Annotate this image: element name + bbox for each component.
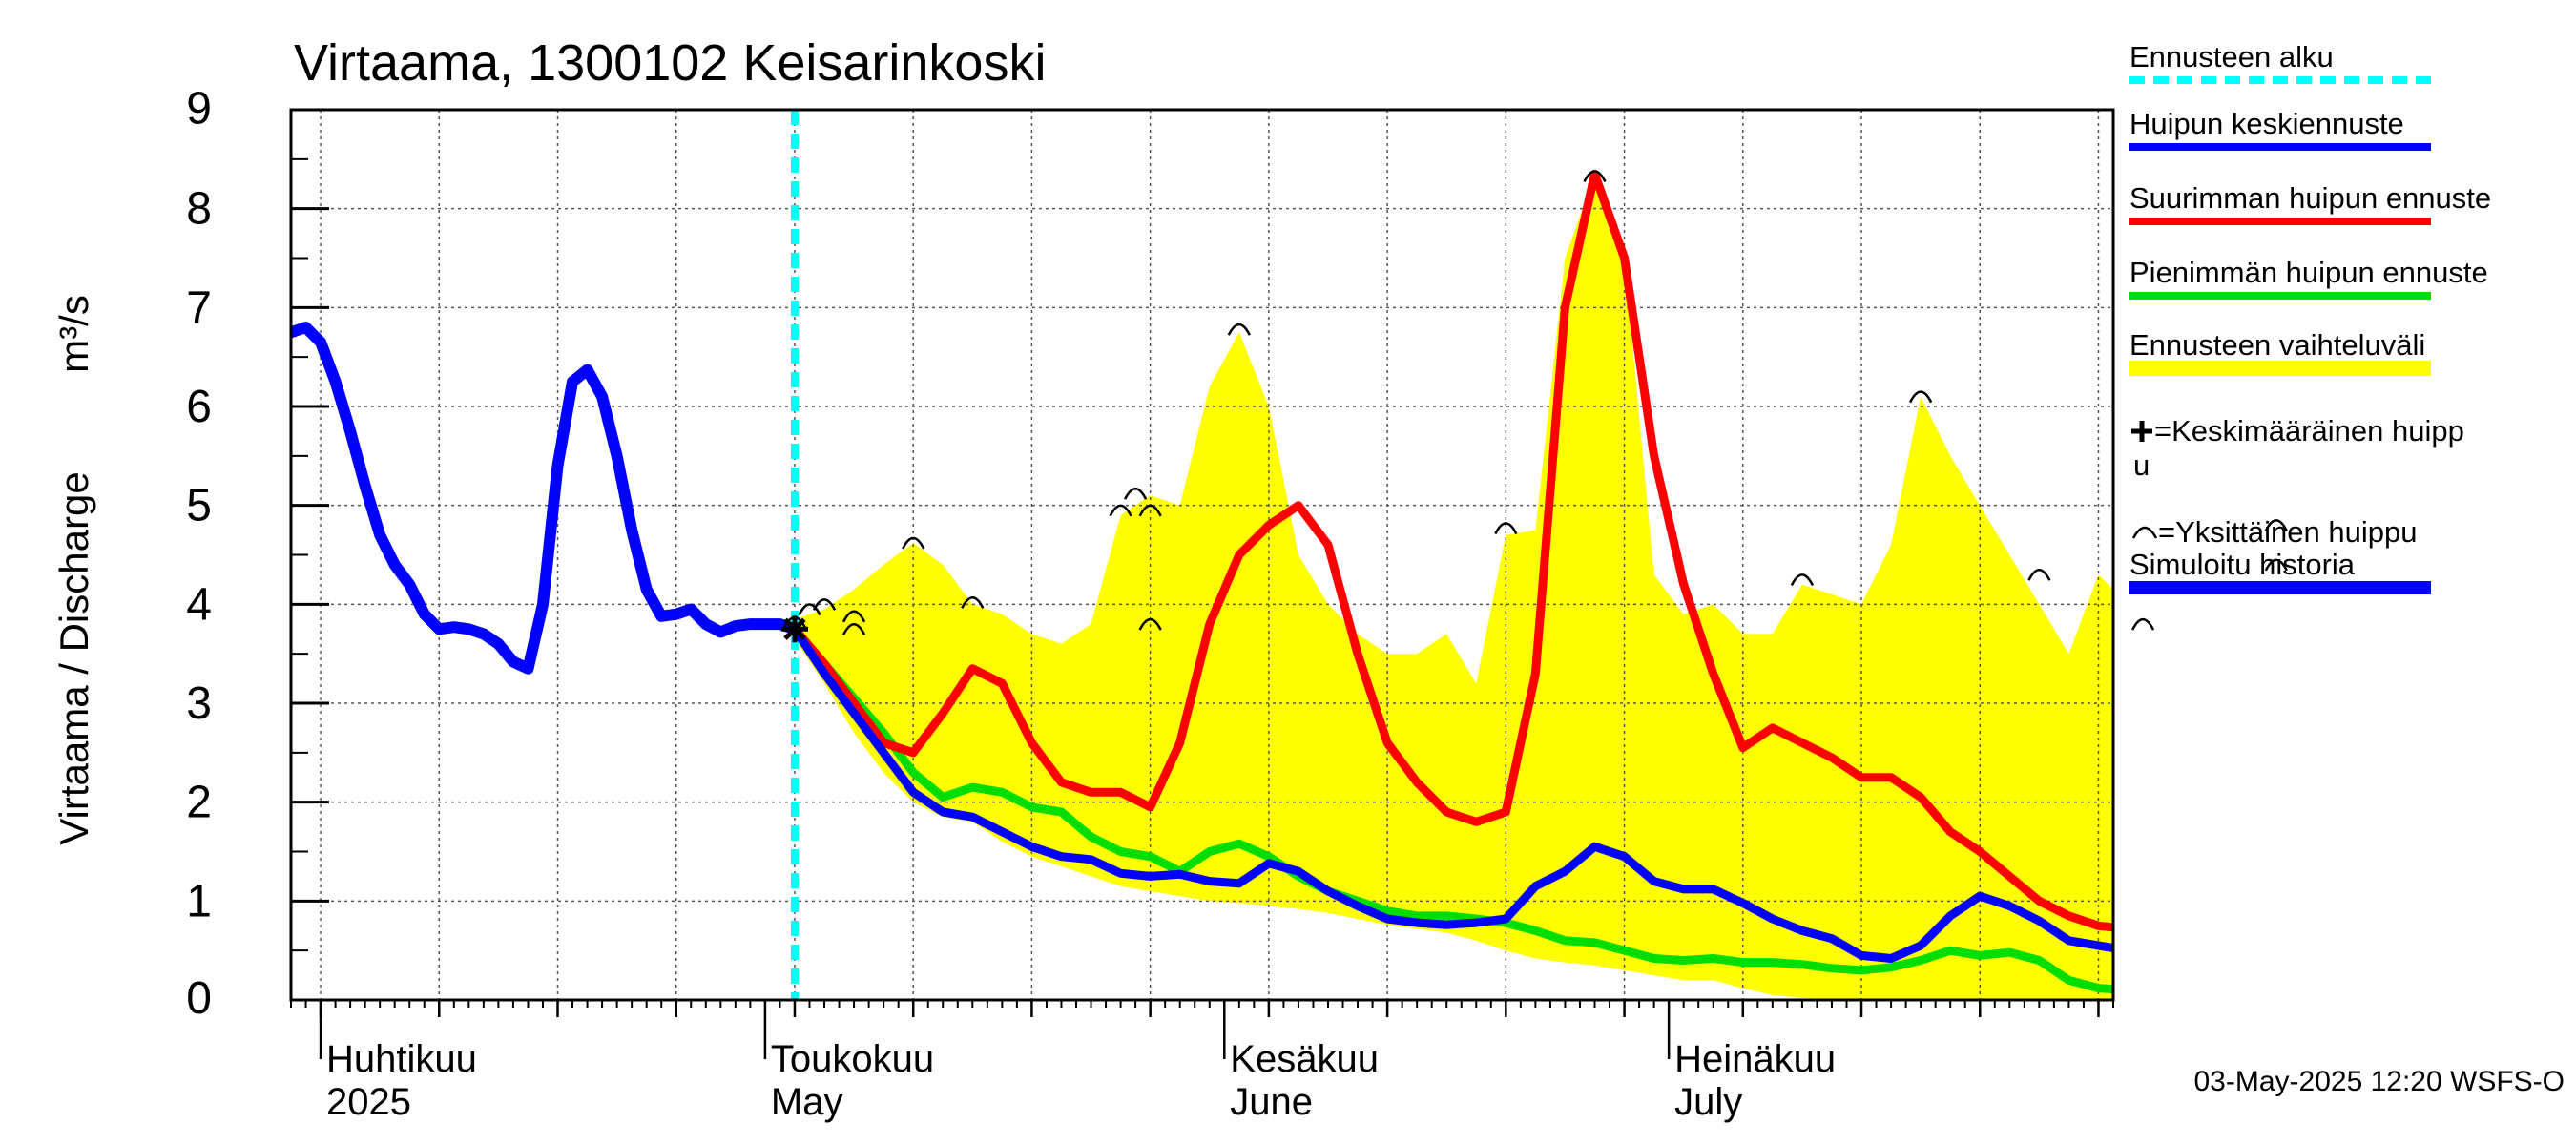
- y-axis-unit: m³/s: [52, 295, 96, 373]
- series-lines: [291, 169, 2113, 994]
- y-tick-label: 0: [186, 973, 212, 1024]
- x-month-label-fi: Huhtikuu: [326, 1038, 477, 1080]
- individual-peak-marker: [2264, 519, 2288, 531]
- timestamp-footer: 03-May-2025 12:20 WSFS-O: [2194, 1066, 2566, 1097]
- x-month-label-en: June: [1230, 1081, 1313, 1123]
- y-tick-label: 9: [186, 84, 212, 135]
- individual-peak-marker: [1494, 522, 1518, 535]
- x-month-label-en: May: [771, 1081, 843, 1123]
- series-line-1: [790, 624, 2113, 963]
- individual-peak-marker: [812, 598, 837, 611]
- individual-peak-marker: [1583, 170, 1607, 183]
- individual-peak-marker: [2027, 569, 2051, 581]
- legend-swatch: [2129, 361, 2431, 376]
- series-line-2: [790, 169, 2113, 932]
- legend-label: Huipun keskiennuste: [2129, 107, 2404, 140]
- y-tick-label: 7: [186, 282, 212, 333]
- legend: Ennusteen alku Huipun keskiennuste Suurimm…: [2129, 40, 2491, 594]
- individual-peak-marker: [1109, 504, 1132, 517]
- x-month-label-en: 2025: [326, 1081, 411, 1123]
- individual-peak-marker: [1138, 617, 1162, 631]
- peak-markers: [780, 170, 2288, 643]
- x-month-label-fi: Kesäkuu: [1230, 1038, 1379, 1080]
- y-tick-label: 1: [186, 876, 212, 926]
- individual-peak-marker: [902, 536, 925, 550]
- mean-peak-marker: [780, 615, 808, 643]
- individual-peak-marker: [1790, 573, 1815, 586]
- x-month-label-fi: Heinäkuu: [1674, 1038, 1836, 1080]
- individual-peak-marker: [798, 603, 821, 616]
- individual-peak-marker: [841, 610, 866, 623]
- grid: [291, 110, 2113, 1000]
- legend-label: Ennusteen vaihteluväli: [2129, 328, 2425, 362]
- y-tick-label: 3: [186, 678, 212, 729]
- individual-peak-marker: [1227, 323, 1251, 336]
- legend-label: =Yksittäinen huippu: [2158, 515, 2417, 549]
- individual-peak-marker: [841, 623, 866, 635]
- y-tick-label: 8: [186, 184, 212, 235]
- y-tick-label: 5: [186, 481, 212, 531]
- x-month-label-en: July: [1674, 1081, 1742, 1123]
- legend-label: Simuloitu historia: [2129, 548, 2356, 581]
- y-axis-label: Virtaama / Discharge: [52, 471, 96, 844]
- chart-title: Virtaama, 1300102 Keisarinkoski: [294, 34, 1046, 92]
- y-tick-label: 2: [186, 778, 212, 828]
- legend-label-wrap: u: [2133, 448, 2150, 482]
- y-tick-label: 6: [186, 382, 212, 432]
- series-line-0: [291, 322, 800, 675]
- individual-peak-marker: [2264, 558, 2288, 572]
- legend-individual-peak-symbol: [2131, 526, 2158, 539]
- x-month-label-fi: Toukokuu: [771, 1038, 934, 1080]
- legend-label: Ennusteen alku: [2129, 40, 2334, 73]
- y-tick-label: 4: [186, 579, 212, 630]
- individual-peak-marker: [2130, 617, 2155, 631]
- legend-label: =Keskimääräinen huipp: [2154, 414, 2464, 448]
- individual-peak-marker: [961, 596, 985, 609]
- individual-peak-marker: [1909, 390, 1933, 404]
- legend-mean-peak-symbol: [2131, 421, 2152, 442]
- individual-peak-marker: [1124, 488, 1148, 500]
- legend-label: Suurimman huipun ennuste: [2129, 181, 2491, 215]
- individual-peak-marker: [1138, 504, 1162, 517]
- series-line-3: [790, 624, 2113, 994]
- legend-label: Pienimmän huipun ennuste: [2129, 256, 2488, 289]
